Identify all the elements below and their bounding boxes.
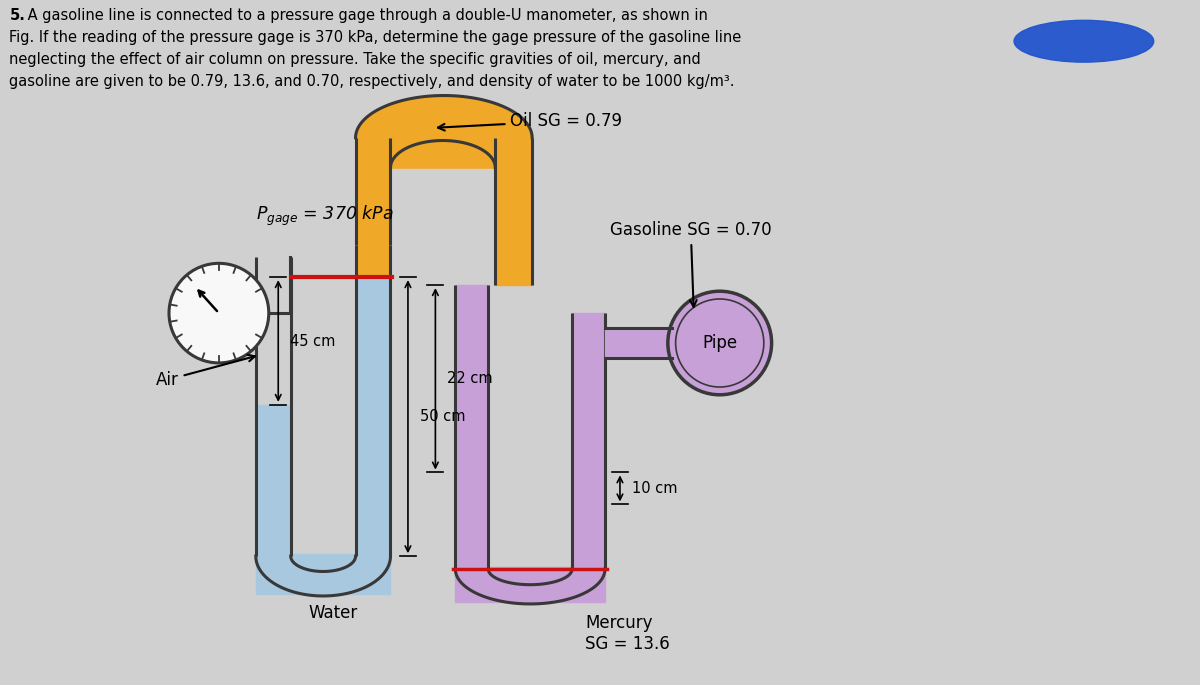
Polygon shape: [355, 98, 532, 285]
Text: Pipe: Pipe: [702, 334, 737, 352]
Text: Mercury
SG = 13.6: Mercury SG = 13.6: [586, 614, 670, 653]
Text: neglecting the effect of air column on pressure. Take the specific gravities of : neglecting the effect of air column on p…: [10, 52, 701, 67]
Circle shape: [169, 263, 269, 363]
Text: Fig. If the reading of the pressure gage is 370 kPa, determine the gage pressure: Fig. If the reading of the pressure gage…: [10, 30, 742, 45]
Bar: [605, 328, 682, 358]
Text: Air: Air: [156, 355, 254, 389]
Bar: [455, 473, 488, 569]
Ellipse shape: [1014, 21, 1153, 62]
Bar: [455, 567, 605, 602]
Bar: [355, 277, 390, 556]
Bar: [455, 285, 488, 473]
Bar: [496, 138, 532, 285]
Polygon shape: [355, 95, 532, 168]
Text: Gasoline SG = 0.70: Gasoline SG = 0.70: [610, 221, 772, 307]
Bar: [256, 554, 390, 594]
Bar: [572, 313, 605, 504]
Bar: [572, 504, 605, 569]
Text: 5.: 5.: [10, 8, 25, 23]
Text: $P_{gage}$ = 370 kPa: $P_{gage}$ = 370 kPa: [256, 203, 394, 227]
Text: gasoline are given to be 0.79, 13.6, and 0.70, respectively, and density of wate: gasoline are given to be 0.79, 13.6, and…: [10, 74, 734, 89]
Bar: [355, 138, 390, 245]
Circle shape: [668, 291, 772, 395]
Text: 10 cm: 10 cm: [632, 481, 678, 496]
Bar: [256, 405, 290, 556]
Text: 50 cm: 50 cm: [420, 409, 466, 424]
Bar: [355, 245, 390, 277]
Text: A gasoline line is connected to a pressure gage through a double-U manometer, as: A gasoline line is connected to a pressu…: [23, 8, 708, 23]
Text: Water: Water: [308, 604, 358, 622]
Text: 45 cm: 45 cm: [290, 334, 336, 349]
Text: 22 cm: 22 cm: [448, 371, 493, 386]
Text: Oil SG = 0.79: Oil SG = 0.79: [438, 112, 623, 131]
